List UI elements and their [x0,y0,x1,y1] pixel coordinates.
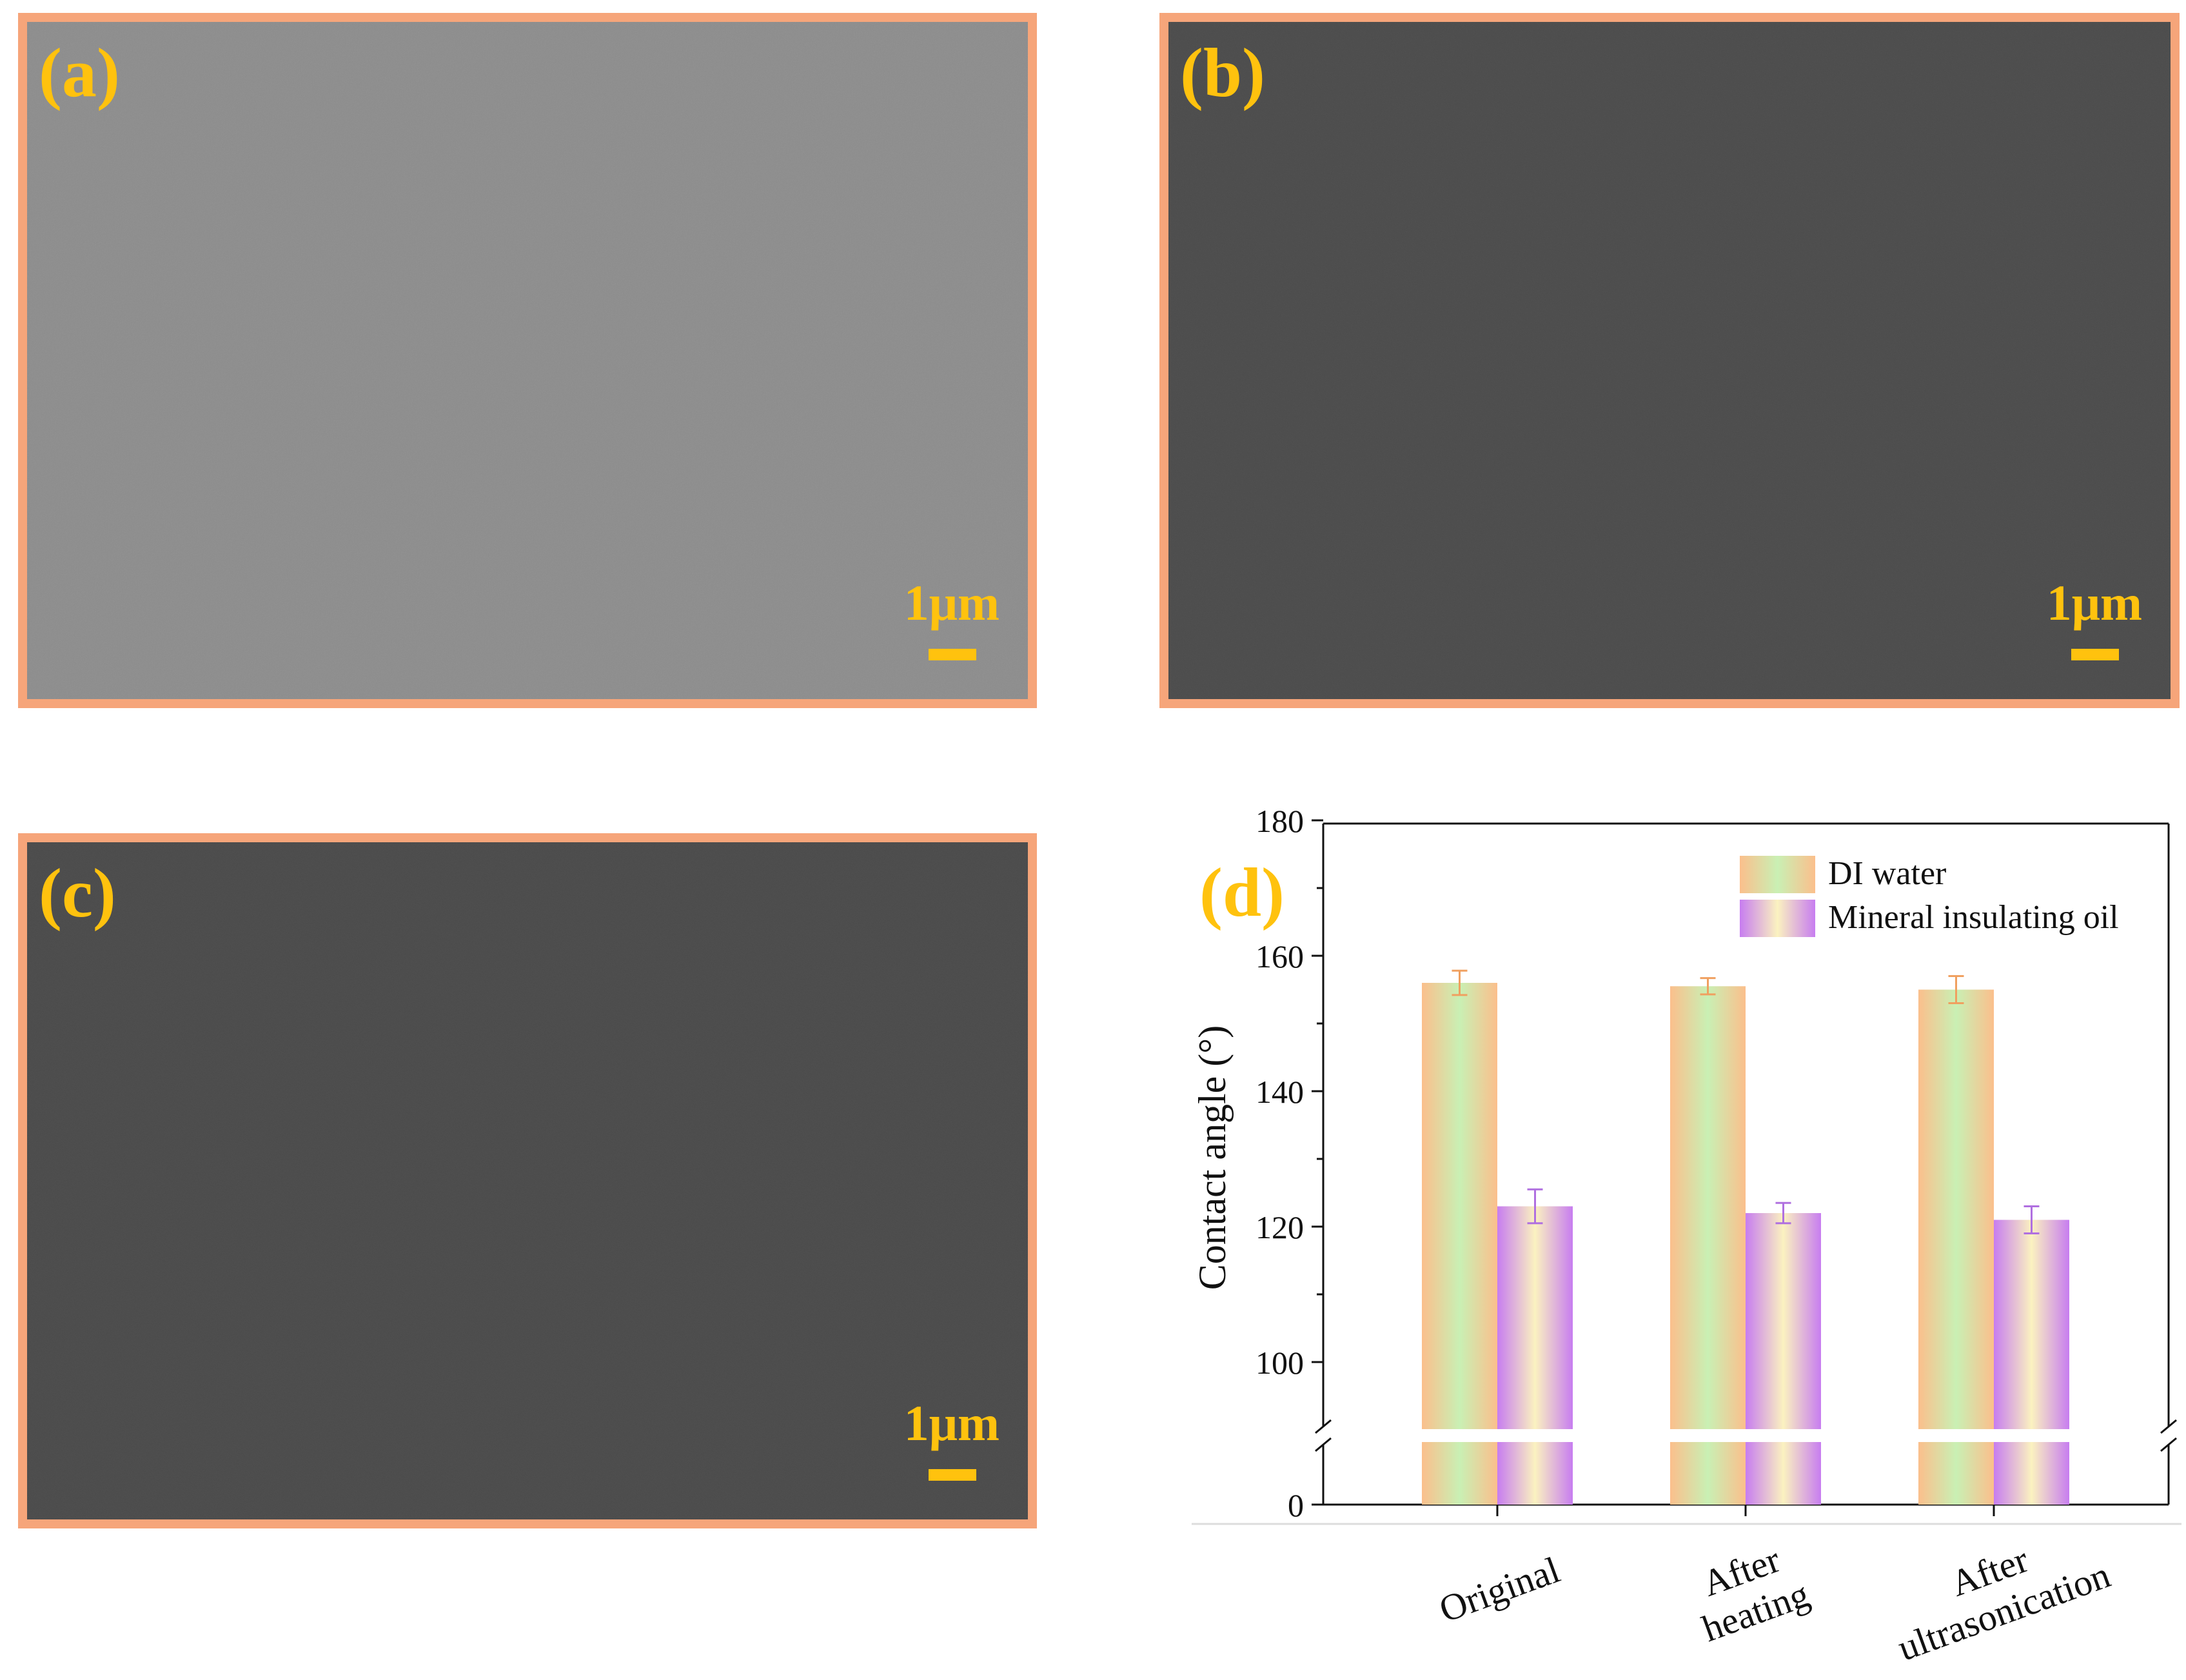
bar-mineral-oil-lower [1497,1442,1573,1505]
panel-label-a: (a) [39,35,120,112]
legend-swatch-mineral-oil [1740,900,1815,937]
y-tick-label: 140 [1255,1074,1304,1110]
bar-mineral-oil [1746,1213,1821,1429]
y-tick-label: 180 [1255,803,1304,839]
bar-di-water-lower [1670,1442,1746,1505]
sem-texture [27,842,1028,1519]
sem-panel-a: (a) 1μm [18,13,1037,708]
bar-di-water-lower [1422,1442,1497,1505]
sem-texture [27,22,1028,699]
scale-bar-a [929,649,976,660]
y-tick-label: 100 [1255,1345,1304,1381]
scale-bar-label-b: 1μm [2046,575,2142,631]
bar-di-water [1422,983,1497,1429]
panel-label-d: (d) [1199,855,1285,931]
scale-bar-label-a: 1μm [903,575,999,631]
x-tick-label: Afterheating [1682,1533,1815,1650]
bar-di-water [1670,986,1746,1429]
contact-angle-chart: 0 100 120 140 160 180 Original Afterheating Afte… [1191,803,2181,1669]
bar-di-water-lower [1918,1442,1994,1505]
legend-swatch-di-water [1740,856,1815,893]
scale-bar-label-c: 1μm [903,1395,999,1451]
axis-break-mark [2160,1419,2177,1434]
bar-mineral-oil-lower [1994,1442,2069,1505]
y-tick-label: 0 [1288,1487,1304,1523]
axis-break-mark [2160,1437,2177,1452]
y-tick-label: 120 [1255,1209,1304,1245]
y-tick-label: 160 [1255,938,1304,974]
scale-bar-b [2071,649,2119,660]
legend-label-di-water: DI water [1828,855,1946,892]
bar-mineral-oil [1994,1220,2069,1429]
panel-label-b: (b) [1180,35,1265,112]
bar-mineral-oil [1497,1206,1573,1429]
legend-label-mineral-oil: Mineral insulating oil [1828,899,2119,936]
bar-mineral-oil-lower [1746,1442,1821,1505]
sem-texture [1168,22,2171,699]
sem-panel-c: (c) 1μm [18,833,1037,1528]
panel-label-c: (c) [39,855,116,932]
axis-break-mark [1315,1437,1332,1452]
x-tick-label: Afterultrasonication [1878,1514,2116,1669]
bar-di-water [1918,989,1994,1429]
axis-break-mark [1315,1419,1332,1434]
y-axis-label: Contact angle (°) [1191,1025,1234,1290]
scale-bar-c [929,1469,976,1481]
x-tick-label: Original [1433,1548,1565,1630]
sem-panel-b: (b) 1μm [1159,13,2180,708]
